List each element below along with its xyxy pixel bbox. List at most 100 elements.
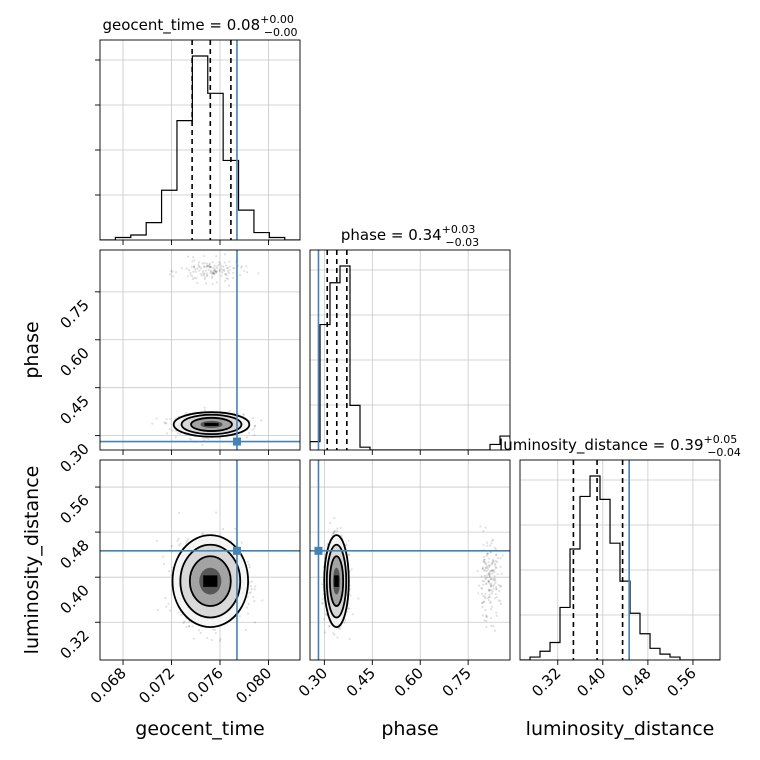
- sample-point: [206, 273, 209, 277]
- sample-point: [180, 614, 183, 617]
- sample-point: [485, 620, 488, 623]
- scatter-panel-geocent_time-luminosity_distance: [100, 460, 300, 660]
- truth-marker: [232, 437, 241, 446]
- sample-point: [500, 572, 503, 575]
- sample-point: [491, 558, 494, 561]
- sample-point: [203, 265, 206, 268]
- sample-point: [480, 592, 484, 596]
- sample-point: [176, 432, 179, 435]
- sample-point: [211, 261, 214, 264]
- sample-point: [488, 544, 492, 547]
- histogram-geocent_time: [100, 55, 300, 240]
- sample-point: [194, 267, 197, 271]
- sample-point: [201, 443, 204, 447]
- sample-point: [228, 410, 231, 413]
- sample-point: [187, 620, 190, 623]
- sample-point: [209, 271, 212, 274]
- sample-point: [343, 621, 346, 624]
- sample-point: [494, 596, 497, 600]
- sample-point: [212, 271, 215, 274]
- sample-point: [197, 261, 201, 264]
- sample-point: [193, 259, 196, 262]
- sample-point: [212, 270, 215, 273]
- sample-point: [162, 562, 166, 566]
- sample-point: [231, 276, 235, 280]
- sample-point: [485, 552, 489, 556]
- sample-point: [339, 526, 342, 530]
- sample-point: [499, 602, 503, 605]
- sample-point: [187, 255, 190, 258]
- sample-point: [493, 562, 497, 565]
- contour-line: [190, 416, 233, 432]
- sample-point: [488, 589, 491, 592]
- y-tick-label: 0.45: [56, 392, 92, 428]
- sample-point: [214, 511, 218, 514]
- sample-point: [220, 265, 223, 268]
- sample-point: [209, 266, 212, 269]
- sample-point: [202, 274, 206, 277]
- x-axis-label-geocent_time: geocent_time: [135, 718, 264, 740]
- sample-point: [480, 575, 483, 578]
- sample-point: [484, 597, 487, 600]
- sample-point: [490, 542, 493, 545]
- sample-point: [201, 270, 205, 273]
- sample-point: [490, 584, 493, 587]
- sample-point: [481, 568, 484, 571]
- contour-line: [180, 413, 243, 436]
- sample-point: [495, 611, 498, 614]
- sample-point: [170, 544, 173, 548]
- sample-point: [228, 268, 231, 272]
- sample-point: [332, 532, 336, 535]
- x-tick-label: 0.40: [573, 664, 609, 700]
- sample-point: [495, 614, 498, 617]
- sample-point: [168, 427, 171, 431]
- sample-point: [197, 263, 200, 266]
- sample-point: [323, 631, 327, 634]
- sample-point: [210, 276, 214, 279]
- sample-point: [151, 422, 154, 425]
- sample-point: [489, 577, 493, 581]
- sample-point: [499, 565, 502, 568]
- sample-point: [208, 262, 211, 265]
- sample-point: [191, 260, 194, 263]
- sample-point: [225, 274, 228, 277]
- sample-point: [224, 264, 228, 267]
- sample-point: [179, 542, 182, 545]
- scatter-panel-geocent_time-phase: [100, 250, 300, 450]
- sample-point: [211, 628, 215, 631]
- sample-point: [332, 531, 335, 534]
- sample-point: [202, 265, 206, 268]
- sample-point: [325, 613, 328, 617]
- sample-point: [202, 254, 206, 258]
- sample-point: [220, 271, 224, 274]
- x-tick-label: 0.076: [184, 664, 227, 707]
- x-axis-label-luminosity_distance: luminosity_distance: [526, 718, 715, 740]
- sample-point: [198, 266, 201, 269]
- sample-point: [480, 587, 484, 590]
- sample-point: [489, 584, 493, 587]
- sample-point: [497, 584, 500, 587]
- sample-point: [190, 438, 193, 441]
- sample-point: [487, 557, 491, 560]
- title-luminosity_distance: luminosity_distance = 0.39+0.05 −0.04: [499, 433, 741, 459]
- sample-point: [253, 427, 256, 430]
- sample-point: [484, 595, 487, 598]
- sample-point: [476, 570, 479, 573]
- sample-point: [494, 579, 497, 582]
- sample-point: [213, 264, 216, 267]
- title-geocent_time: geocent_time = 0.08+0.00 −0.00: [102, 13, 297, 39]
- sample-point: [491, 605, 494, 608]
- contour-line: [171, 534, 250, 628]
- sample-point: [193, 265, 196, 269]
- sample-point: [333, 516, 336, 519]
- sample-point: [484, 562, 487, 566]
- sample-point: [225, 277, 228, 280]
- sample-point: [222, 265, 225, 268]
- sample-point: [483, 560, 486, 563]
- sample-point: [227, 284, 231, 287]
- sample-point: [197, 265, 201, 268]
- sample-point: [483, 558, 486, 561]
- sample-point: [336, 636, 339, 639]
- sample-point: [483, 600, 486, 603]
- contour-line: [179, 543, 242, 619]
